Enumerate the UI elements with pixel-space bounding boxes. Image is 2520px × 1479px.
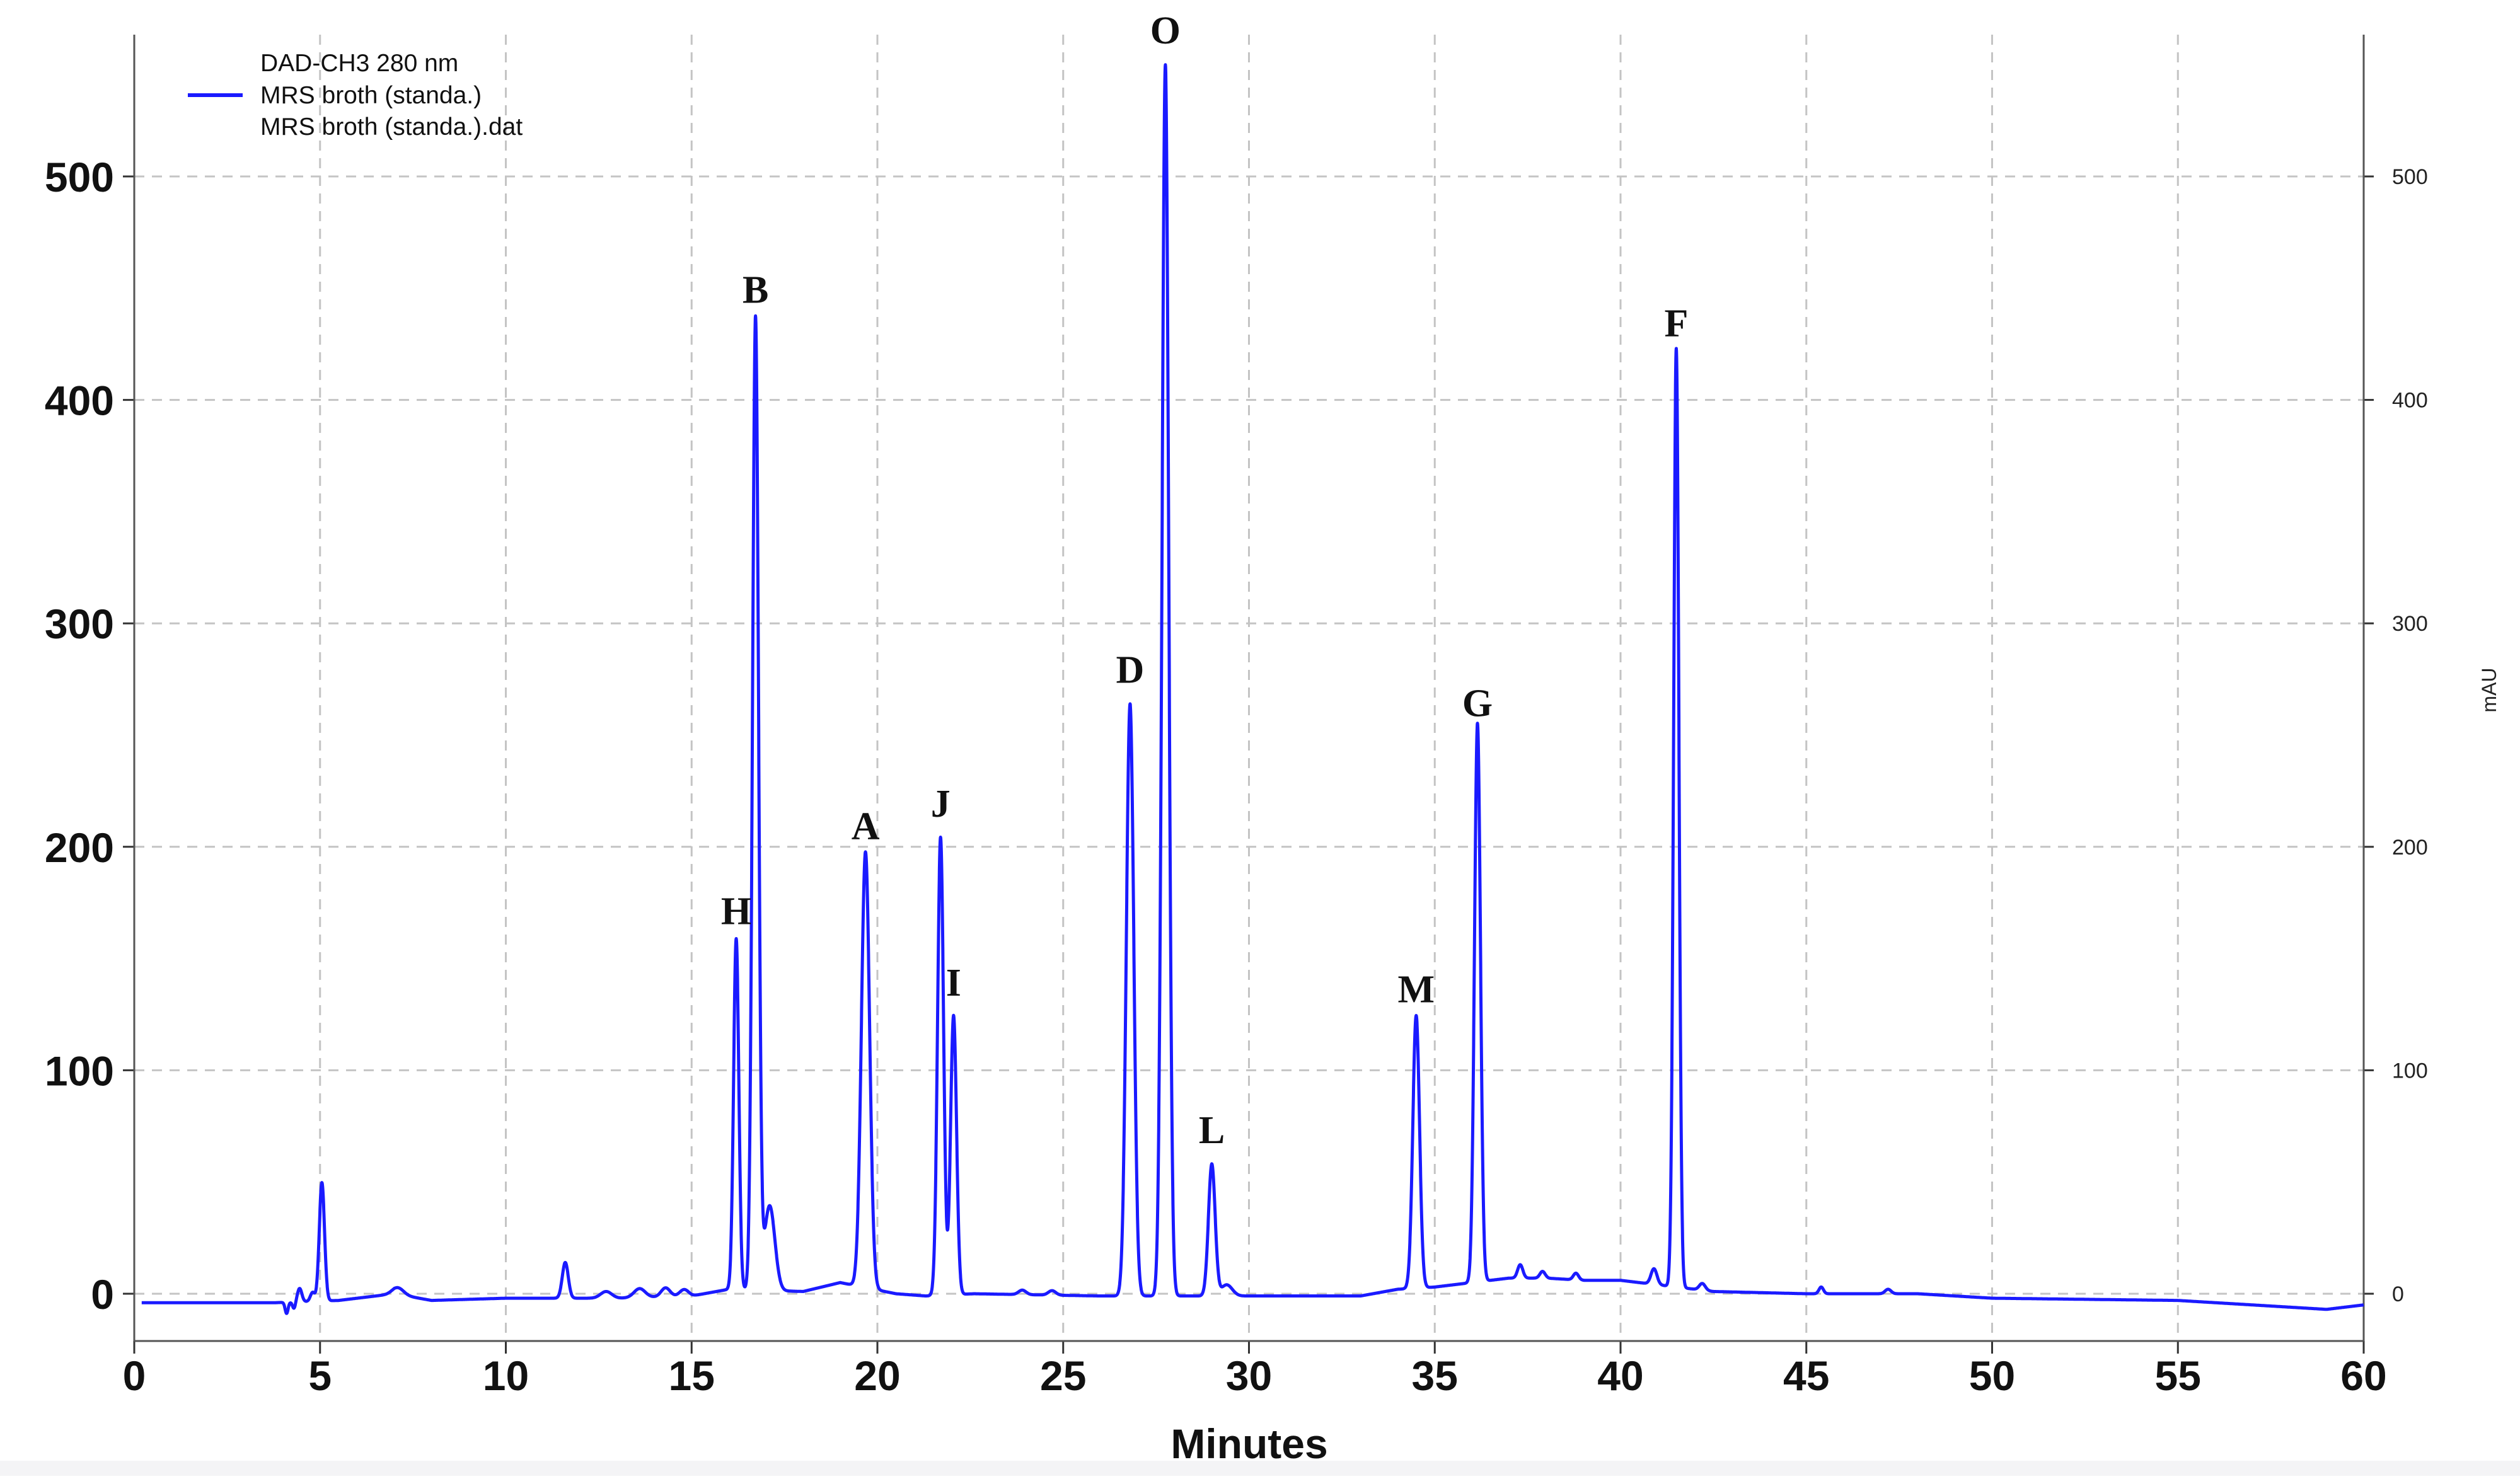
peak-label: M [1398,968,1435,1011]
y-tick-label-left: 100 [45,1047,114,1094]
axes-layer: 0 5 10 15 20 25 30 35 40 45 50 55 60 0 100 200 300 400 500… [45,35,2428,1399]
x-tick-label: 60 [2340,1352,2386,1399]
peak-label: O [1150,9,1181,52]
legend-series-name: MRS broth (standa.) [260,82,482,109]
y-tick-label-left: 400 [45,377,114,424]
y-tick-label-right: 500 [2392,165,2428,189]
x-tick-label: 15 [669,1352,715,1399]
x-tick-label: 0 [123,1352,146,1399]
bottom-band [0,1461,2520,1476]
x-axis-title: Minutes [1170,1420,1327,1467]
x-tick-label: 25 [1040,1352,1086,1399]
x-tick-label: 10 [483,1352,529,1399]
series-layer [140,63,2366,1315]
x-tick-label: 5 [308,1352,332,1399]
y-tick-label-left: 200 [45,824,114,871]
y-tick-label-left: 500 [45,154,114,200]
y-tick-label-right: 300 [2392,612,2428,636]
x-tick-label: 30 [1226,1352,1272,1399]
y-tick-label-right: 0 [2392,1282,2404,1306]
x-tick-label: 20 [854,1352,900,1399]
peak-label: L [1199,1109,1225,1152]
x-tick-label: 45 [1783,1352,1829,1399]
peak-label: A [852,805,880,848]
legend-file-name: MRS broth (standa.).dat [260,113,523,141]
peak-label: F [1664,302,1688,345]
peak-label: G [1462,682,1493,725]
peak-label: J [931,783,951,826]
x-tick-label: 50 [1969,1352,2015,1399]
peak-label: D [1116,648,1144,691]
x-tick-label: 35 [1412,1352,1458,1399]
y-axis-right-title: mAU [2478,667,2500,712]
y-tick-label-left: 300 [45,601,114,647]
peak-label: B [743,268,768,311]
y-tick-label-right: 200 [2392,836,2428,860]
annotation-layer: O B F D G J A H I M L [721,9,1688,1152]
y-tick-label-right: 100 [2392,1059,2428,1083]
legend: DAD-CH3 280 nm MRS broth (standa.) MRS b… [188,50,523,141]
series-line [140,63,2366,1315]
peak-label: I [946,962,961,1004]
y-tick-label-left: 0 [91,1271,114,1318]
y-tick-label-right: 400 [2392,389,2428,413]
grid-layer [134,35,2364,1341]
legend-header: DAD-CH3 280 nm [260,50,458,77]
peak-label: H [721,890,751,933]
x-tick-label: 55 [2155,1352,2201,1399]
x-tick-label: 40 [1597,1352,1643,1399]
